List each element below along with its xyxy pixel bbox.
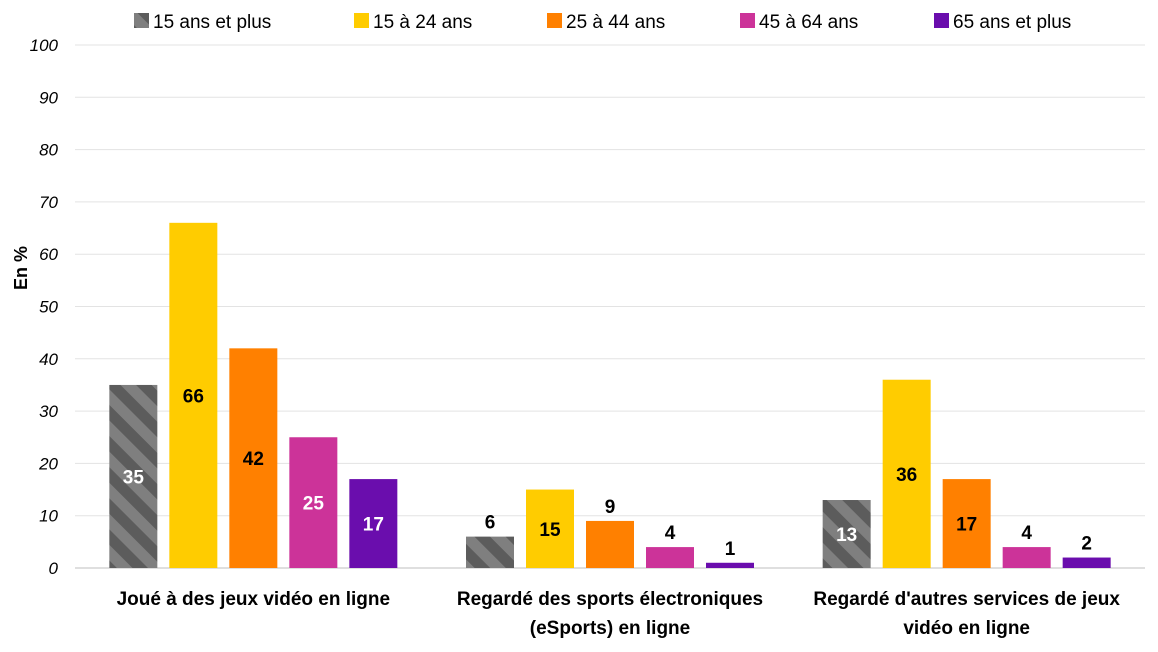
y-tick-label: 0 xyxy=(49,559,59,578)
bar xyxy=(942,479,991,568)
bar xyxy=(169,222,218,568)
y-tick-label: 30 xyxy=(39,402,58,421)
y-tick-label: 50 xyxy=(39,298,58,317)
category-label: Joué à des jeux vidéo en ligne xyxy=(117,589,390,610)
data-label: 17 xyxy=(956,515,977,536)
bar xyxy=(882,379,931,568)
data-label: 4 xyxy=(665,523,676,544)
data-label: 6 xyxy=(485,513,496,534)
category-label: Regardé des sports électroniques xyxy=(457,589,763,610)
y-axis-ticks: 0 10 20 30 40 50 60 70 80 90 100 xyxy=(30,36,59,578)
bars xyxy=(109,222,1111,568)
data-label: 4 xyxy=(1021,523,1032,544)
category-label: (eSports) en ligne xyxy=(530,618,690,639)
data-label: 1 xyxy=(725,539,736,560)
bar xyxy=(1062,557,1111,568)
data-label: 25 xyxy=(303,494,325,515)
bar xyxy=(229,348,278,568)
data-label: 9 xyxy=(605,497,616,518)
data-label: 13 xyxy=(836,525,857,546)
y-tick-label: 60 xyxy=(39,245,58,264)
y-tick-label: 80 xyxy=(39,141,58,160)
bar xyxy=(526,489,574,568)
bar xyxy=(1002,547,1051,568)
y-tick-label: 20 xyxy=(38,454,58,473)
legend-label: 15 à 24 ans xyxy=(373,12,472,33)
bar xyxy=(289,437,338,568)
legend-label: 45 à 64 ans xyxy=(759,12,858,33)
bar xyxy=(646,547,694,568)
data-label: 66 xyxy=(183,386,204,407)
legend-swatch xyxy=(354,13,369,28)
legend-label: 25 à 44 ans xyxy=(566,12,665,33)
data-label: 17 xyxy=(363,515,384,536)
legend-swatch xyxy=(740,13,755,28)
legend-swatch xyxy=(934,13,949,28)
data-label: 36 xyxy=(896,465,917,486)
bar xyxy=(109,384,158,568)
bar xyxy=(466,536,514,568)
legend: 15 ans et plus 15 à 24 ans 25 à 44 ans 45 à… xyxy=(134,12,1071,33)
y-tick-label: 10 xyxy=(39,507,58,526)
data-label: 42 xyxy=(243,449,264,470)
bar xyxy=(349,479,398,568)
y-tick-label: 70 xyxy=(39,193,58,212)
y-tick-label: 40 xyxy=(39,350,58,369)
y-axis-label: En % xyxy=(11,246,31,290)
data-label: 2 xyxy=(1081,534,1092,555)
legend-swatch xyxy=(134,13,149,28)
category-label: vidéo en ligne xyxy=(903,618,1030,639)
category-label: Regardé d'autres services de jeux xyxy=(813,589,1120,610)
bar xyxy=(822,500,871,568)
data-label: 35 xyxy=(123,467,145,488)
bar xyxy=(586,520,634,568)
legend-swatch xyxy=(547,13,562,28)
y-tick-label: 100 xyxy=(30,36,59,55)
data-label: 15 xyxy=(539,520,561,541)
x-axis-categories: Joué à des jeux vidéo en ligne Regardé de… xyxy=(117,589,1121,639)
legend-label: 15 ans et plus xyxy=(153,12,271,33)
legend-label: 65 ans et plus xyxy=(953,12,1071,33)
y-tick-label: 90 xyxy=(39,88,58,107)
bar xyxy=(706,562,754,568)
